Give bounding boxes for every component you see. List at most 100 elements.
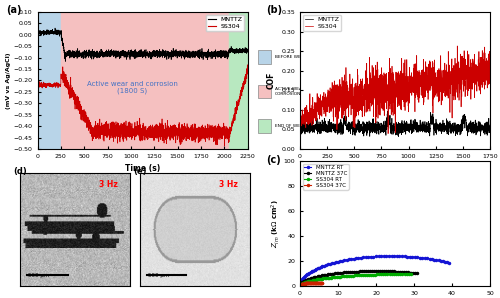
SS304 [338,96,344,100]
SS304 RT [323,276,329,280]
MNTTZ [152,55,158,58]
Bar [38,12,61,149]
Line: MNTTZ: MNTTZ [38,28,248,61]
MNTTZ 37C [350,270,356,274]
Line: SS304: SS304 [300,46,496,134]
MNTTZ [62,60,68,63]
SS304 RT [297,284,303,288]
SS304 37C [319,281,325,285]
Y-axis label: COF: COF [267,72,276,89]
Text: 500 μm: 500 μm [148,273,169,278]
SS304 RT [408,272,414,276]
Text: 3 Hz: 3 Hz [99,180,118,189]
MNTTZ [378,130,384,134]
MNTTZ [39,31,45,35]
SS304 [454,44,460,48]
Text: BEFORE WEAR: BEFORE WEAR [275,55,306,59]
MNTTZ [370,117,376,120]
MNTTZ RT [386,254,392,258]
SS304 [116,130,122,134]
Legend: MNTTZ RT, MNTTZ 37C, SS304 RT, SS304 37C: MNTTZ RT, MNTTZ 37C, SS304 RT, SS304 37C [303,164,348,190]
Line: SS304 RT: SS304 RT [299,273,412,287]
MNTTZ [430,125,436,128]
MNTTZ RT [388,254,394,258]
MNTTZ [297,127,303,131]
MNTTZ [52,26,58,30]
SS304 [214,136,220,140]
Text: (a): (a) [6,5,22,15]
MNTTZ 37C [358,270,364,273]
MNTTZ 37C [414,271,420,275]
Text: (e): (e) [134,167,147,176]
SS304 [385,132,391,135]
SS304 [492,63,498,67]
MNTTZ [222,51,228,54]
Text: 3 Hz: 3 Hz [219,180,238,189]
SS304 [244,63,250,66]
SS304 [378,73,384,76]
SS304 RT [342,274,348,278]
Line: MNTTZ: MNTTZ [300,111,496,136]
SS304 [206,134,212,137]
Text: END OF WEAR: END OF WEAR [275,124,306,128]
SS304 37C [316,281,322,285]
SS304 37C [308,281,314,285]
FancyBboxPatch shape [258,85,270,98]
MNTTZ [206,53,212,57]
SS304 [152,132,158,135]
SS304 [222,136,228,139]
MNTTZ [214,55,220,59]
FancyBboxPatch shape [258,50,270,64]
SS304 RT [344,274,350,278]
MNTTZ RT [378,254,384,258]
MNTTZ [244,49,250,52]
Legend: MNTTZ, SS304: MNTTZ, SS304 [206,15,244,31]
MNTTZ RT [429,257,435,261]
Line: SS304: SS304 [38,65,248,146]
SS304 RT [388,272,394,276]
Text: (b): (b) [266,5,282,15]
SS304 [39,86,45,89]
SS304 RT [402,272,407,276]
SS304 [430,80,436,83]
X-axis label: Time (s): Time (s) [378,164,412,173]
Text: ACTIVE WEAR AND
CORROSION: ACTIVE WEAR AND CORROSION [275,87,316,96]
MNTTZ [492,122,498,125]
MNTTZ RT [368,255,374,259]
SS304 RT [356,274,362,277]
MNTTZ RT [370,255,376,258]
MNTTZ 37C [399,270,405,274]
Y-axis label: $Z_{im}$ (k$\Omega$ cm$^2$): $Z_{im}$ (k$\Omega$ cm$^2$) [270,199,282,248]
SS304 37C [312,281,318,284]
SS304 RT [350,274,356,277]
SS304 [297,119,303,123]
MNTTZ 37C [328,272,334,276]
SS304 [308,114,314,118]
MNTTZ [34,30,40,34]
Bar [61,12,229,149]
Text: 500 μm: 500 μm [28,273,49,278]
Text: Active wear and corrosion
(1800 S): Active wear and corrosion (1800 S) [86,80,178,94]
MNTTZ 37C [297,284,303,288]
Line: MNTTZ 37C: MNTTZ 37C [299,270,418,287]
MNTTZ RT [297,284,303,288]
SS304 37C [308,281,314,285]
SS304 [370,74,376,77]
SS304 [376,95,382,98]
SS304 [34,83,40,86]
SS304 37C [310,281,316,284]
Line: MNTTZ RT: MNTTZ RT [299,255,450,287]
MNTTZ 37C [364,269,370,273]
Bar [229,12,248,149]
MNTTZ [338,123,344,127]
SS304 37C [303,282,309,285]
Legend: MNTTZ, SS304: MNTTZ, SS304 [303,15,342,31]
MNTTZ [376,128,382,131]
Y-axis label: Potential $E_{ocp}$
(mV vs Ag/AgCl): Potential $E_{ocp}$ (mV vs Ag/AgCl) [0,52,11,109]
MNTTZ [116,54,122,57]
X-axis label: Time (s): Time (s) [125,164,160,173]
Text: (c): (c) [266,155,280,165]
MNTTZ [396,135,402,138]
MNTTZ 37C [352,270,358,273]
SS304 [244,72,250,75]
